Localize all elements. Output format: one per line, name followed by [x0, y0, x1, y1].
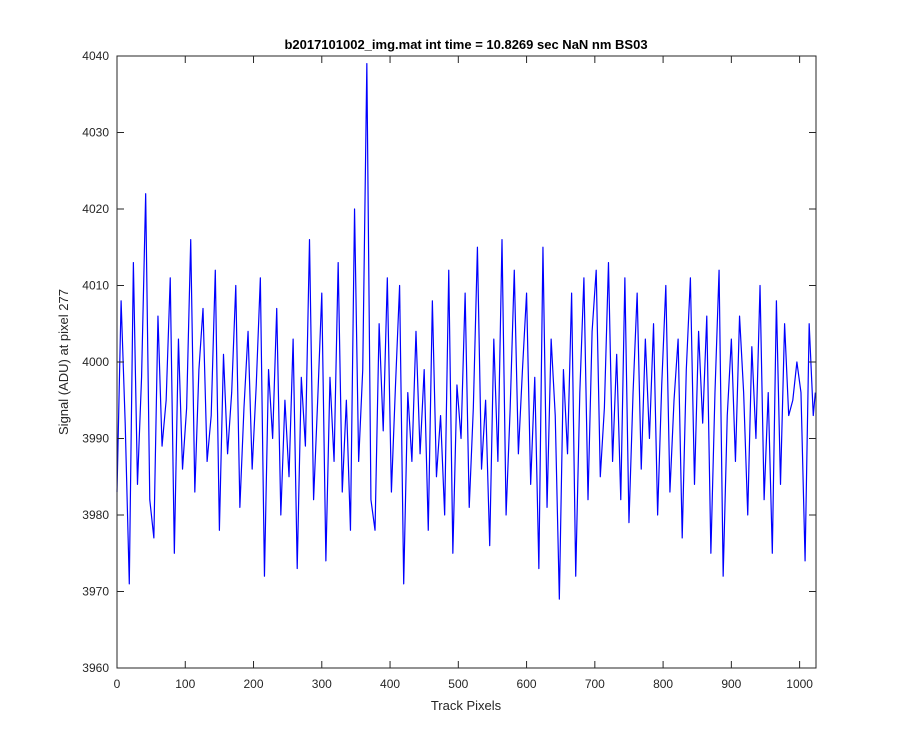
x-tick-label: 800: [653, 677, 673, 691]
x-tick-label: 600: [517, 677, 537, 691]
y-tick-label: 4000: [82, 355, 109, 369]
series-line-1: [116, 63, 816, 600]
x-tick-label: 500: [448, 677, 468, 691]
y-axis-label: Signal (ADU) at pixel 277: [56, 289, 71, 435]
y-tick-label: 4030: [82, 126, 109, 140]
x-tick-label: 900: [721, 677, 741, 691]
y-tick-label: 4010: [82, 279, 109, 293]
x-tick-label: 200: [244, 677, 264, 691]
series-layer: [116, 63, 816, 600]
x-axis-label: Track Pixels: [431, 698, 502, 713]
y-tick-label: 3990: [82, 432, 109, 446]
y-tick-label: 3980: [82, 508, 109, 522]
x-tick-label: 100: [175, 677, 195, 691]
y-tick-label: 3960: [82, 661, 109, 675]
axes-box: [116, 55, 817, 669]
x-tick-label: 400: [380, 677, 400, 691]
x-tick-label: 0: [114, 677, 121, 691]
y-tick-label: 3970: [82, 585, 109, 599]
ticks-layer: 0 100 200 300 400 500 600 700 800 900 1000 3960 3970…: [82, 49, 816, 691]
x-tick-label: 300: [312, 677, 332, 691]
x-tick-label: 700: [585, 677, 605, 691]
y-tick-label: 4020: [82, 202, 109, 216]
chart-title: b2017101002_img.mat int time = 10.8269 s…: [284, 37, 647, 52]
x-tick-label: 1000: [786, 677, 813, 691]
y-tick-label: 4040: [82, 49, 109, 63]
